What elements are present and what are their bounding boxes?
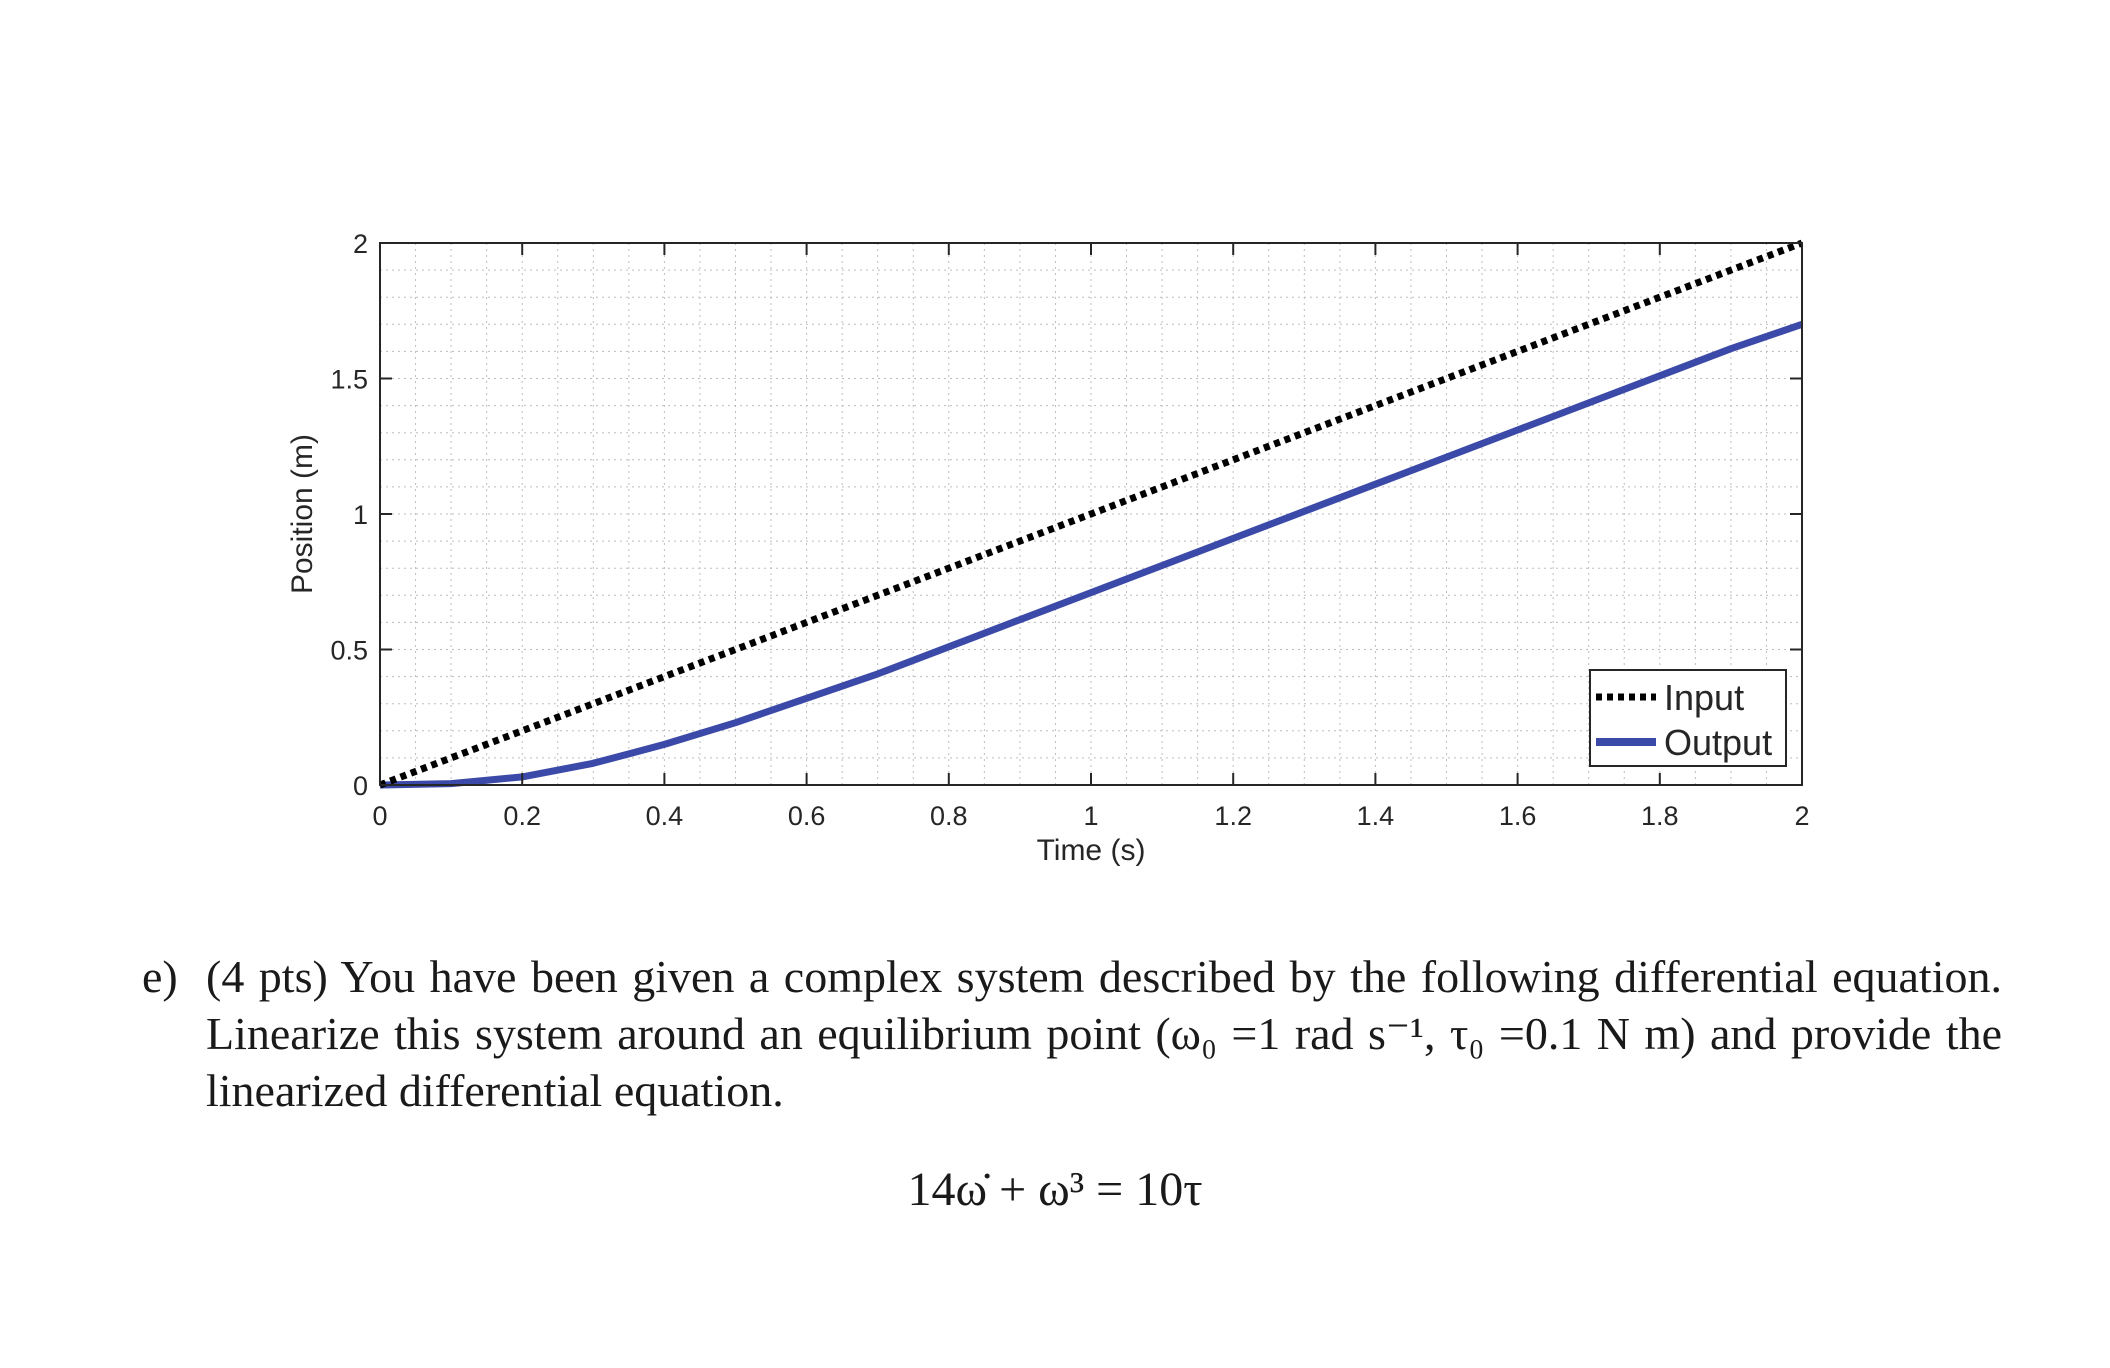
- x-tick-label: 1.4: [1357, 801, 1395, 831]
- question-block: e) (4 pts) You have been given a complex…: [142, 948, 2002, 1119]
- y-tick-label: 2: [353, 229, 368, 259]
- x-tick-label: 0.8: [930, 801, 968, 831]
- y-tick-label: 1.5: [330, 365, 368, 395]
- y-tick-label: 0: [353, 771, 368, 801]
- x-tick-label: 0.6: [788, 801, 826, 831]
- y-axis-label: Position (m): [286, 434, 319, 594]
- legend-output-label: Output: [1664, 722, 1772, 763]
- position-time-chart: 0 0.2 0.4 0.6 0.8 1 1.2 1.4 1.6 1.8 2 0 0.5 1 1.5 2 Ti…: [286, 229, 1810, 867]
- question-letter: e): [142, 951, 178, 1002]
- y-tick-labels: 0 0.5 1 1.5 2: [330, 229, 368, 801]
- x-tick-label: 0.4: [646, 801, 684, 831]
- ticks: [379, 242, 1803, 786]
- x-tick-label: 2: [1794, 801, 1809, 831]
- series-line-input: [378, 239, 1804, 789]
- x-tick-labels: 0 0.2 0.4 0.6 0.8 1 1.2 1.4 1.6 1.8 2: [372, 801, 1809, 831]
- x-axis-label: Time (s): [1037, 834, 1146, 867]
- x-tick-label: 0.2: [503, 801, 541, 831]
- x-tick-label: 1.8: [1641, 801, 1679, 831]
- series-layer: [378, 239, 1804, 789]
- x-tick-label: 1: [1083, 801, 1098, 831]
- legend-box: [1589, 669, 1787, 767]
- question-text: (4 pts) You have been given a complex sy…: [206, 951, 2002, 1116]
- y-tick-label: 1: [353, 500, 368, 530]
- series-line-output: [379, 320, 1804, 789]
- x-tick-label: 1.2: [1214, 801, 1252, 831]
- x-tick-label: 0: [372, 801, 387, 831]
- differential-equation: 14ω̇ + ω³ = 10τ: [907, 1163, 1203, 1216]
- y-tick-label: 0.5: [330, 636, 368, 666]
- legend: Input Output: [1589, 669, 1787, 767]
- x-tick-label: 1.6: [1499, 801, 1537, 831]
- legend-input-label: Input: [1664, 677, 1744, 718]
